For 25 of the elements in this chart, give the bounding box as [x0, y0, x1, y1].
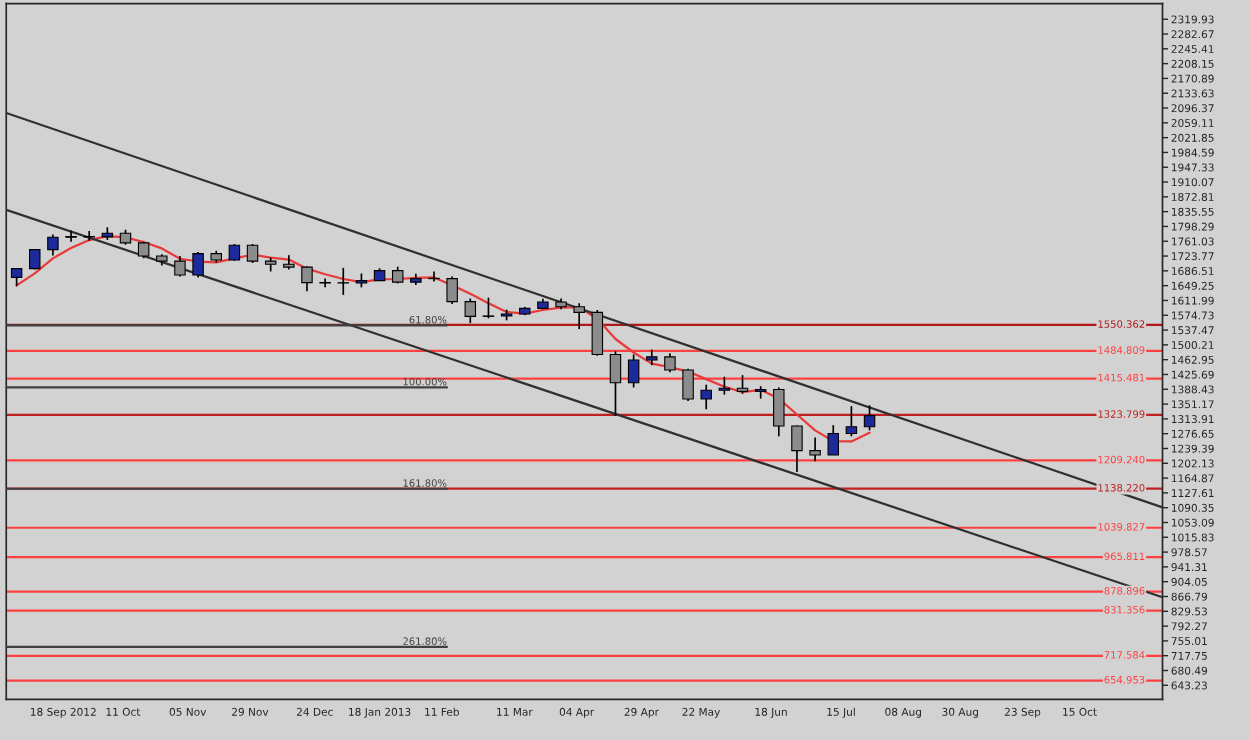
candlestick: [700, 383, 712, 411]
candlestick: [83, 230, 95, 242]
candlestick: [809, 436, 821, 463]
candlestick: [791, 424, 803, 473]
candlestick: [845, 405, 858, 438]
candlestick: [827, 424, 839, 456]
candlestick: [682, 367, 694, 402]
candlestick: [47, 233, 59, 257]
candlestick: [591, 309, 604, 357]
candlestick: [65, 229, 77, 243]
candlestick: [174, 255, 186, 278]
candlestick: [246, 243, 259, 264]
candlestick: [482, 296, 495, 320]
candlestick: [464, 297, 477, 324]
candlestick: [337, 267, 350, 296]
candlestick: [609, 350, 622, 417]
candlestick: [863, 404, 876, 432]
candlestick: [301, 265, 313, 293]
candlestick: [664, 352, 676, 374]
candlestick: [192, 251, 204, 279]
candlestick: [627, 353, 640, 389]
candlestick: [446, 275, 458, 305]
candlestick: [736, 374, 749, 395]
candlestick: [573, 302, 585, 330]
candlestick: [773, 386, 785, 438]
